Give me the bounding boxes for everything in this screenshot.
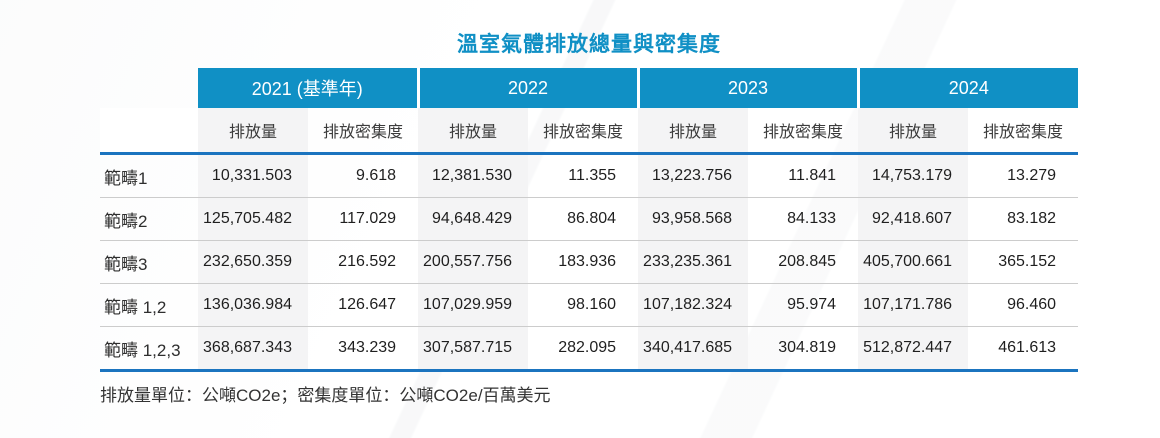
- year-header-row: 2021 (基準年) 2022 2023 2024: [100, 68, 1079, 108]
- table-row-scope3: 範疇3 232,650.359 216.592 200,557.756 183.…: [100, 240, 1079, 284]
- cell-intensity: 304.819: [748, 326, 859, 372]
- cell-emission: 10,331.503: [198, 153, 308, 198]
- cell-intensity: 96.460: [968, 283, 1079, 327]
- col-header-emission-2021: 排放量: [198, 108, 308, 155]
- col-header-emission-2024: 排放量: [858, 108, 969, 155]
- cell-intensity: 84.133: [748, 197, 859, 241]
- col-header-intensity-2023: 排放密集度: [748, 108, 859, 155]
- cell-intensity: 365.152: [968, 240, 1079, 284]
- year-header-2022: 2022: [416, 68, 639, 108]
- table-row-scope1: 範疇1 10,331.503 9.618 12,381.530 11.355 1…: [100, 153, 1079, 198]
- cell-emission: 92,418.607: [858, 197, 969, 241]
- table-row-scope1-2-3: 範疇 1,2,3 368,687.343 343.239 307,587.715…: [100, 326, 1079, 372]
- cell-intensity: 11.841: [748, 153, 859, 198]
- cell-intensity: 11.355: [528, 153, 639, 198]
- cell-emission: 368,687.343: [198, 326, 308, 372]
- row-label: 範疇2: [100, 197, 198, 241]
- subheader-row: 排放量 排放密集度 排放量 排放密集度 排放量 排放密集度 排放量 排放密集度: [100, 108, 1079, 155]
- cell-emission: 94,648.429: [418, 197, 529, 241]
- page-title: 溫室氣體排放總量與密集度: [457, 33, 721, 56]
- cell-intensity: 461.613: [968, 326, 1079, 372]
- cell-emission: 200,557.756: [418, 240, 529, 284]
- cell-emission: 107,029.959: [418, 283, 529, 327]
- cell-emission: 233,235.361: [638, 240, 749, 284]
- cell-emission: 405,700.661: [858, 240, 969, 284]
- year-header-2021: 2021 (基準年): [198, 68, 419, 108]
- cell-intensity: 117.029: [308, 197, 419, 241]
- units-footnote: 排放量單位：公噸CO2e；密集度單位：公噸CO2e/百萬美元: [100, 386, 551, 405]
- ghg-data-table: 2021 (基準年) 2022 2023 2024 排放量 排放密集度 排放量 …: [100, 68, 1079, 372]
- cell-emission: 14,753.179: [858, 153, 969, 198]
- year-header-2024: 2024: [856, 68, 1079, 108]
- cell-emission: 125,705.482: [198, 197, 308, 241]
- cell-intensity: 13.279: [968, 153, 1079, 198]
- cell-intensity: 83.182: [968, 197, 1079, 241]
- row-label: 範疇3: [100, 240, 198, 284]
- cell-emission: 107,182.324: [638, 283, 749, 327]
- col-header-emission-2022: 排放量: [418, 108, 529, 155]
- cell-emission: 340,417.685: [638, 326, 749, 372]
- cell-intensity: 9.618: [308, 153, 419, 198]
- cell-intensity: 208.845: [748, 240, 859, 284]
- cell-intensity: 95.974: [748, 283, 859, 327]
- subheader-blank-cell: [100, 108, 198, 155]
- col-header-intensity-2024: 排放密集度: [968, 108, 1079, 155]
- col-header-intensity-2022: 排放密集度: [528, 108, 639, 155]
- table-row-scope2: 範疇2 125,705.482 117.029 94,648.429 86.80…: [100, 197, 1079, 241]
- corner-blank-cell: [100, 68, 198, 108]
- row-label: 範疇 1,2: [100, 283, 198, 327]
- table-content-area: 溫室氣體排放總量與密集度 2021 (基準年) 2022 2023 2024 排…: [100, 33, 1079, 406]
- row-label: 範疇 1,2,3: [100, 326, 198, 372]
- cell-intensity: 98.160: [528, 283, 639, 327]
- cell-intensity: 86.804: [528, 197, 639, 241]
- cell-emission: 12,381.530: [418, 153, 529, 198]
- cell-emission: 13,223.756: [638, 153, 749, 198]
- year-header-2023: 2023: [636, 68, 859, 108]
- cell-emission: 93,958.568: [638, 197, 749, 241]
- cell-intensity: 282.095: [528, 326, 639, 372]
- col-header-emission-2023: 排放量: [638, 108, 749, 155]
- table-row-scope1-2: 範疇 1,2 136,036.984 126.647 107,029.959 9…: [100, 283, 1079, 327]
- cell-intensity: 126.647: [308, 283, 419, 327]
- cell-emission: 232,650.359: [198, 240, 308, 284]
- row-label: 範疇1: [100, 153, 198, 198]
- cell-emission: 107,171.786: [858, 283, 969, 327]
- cell-intensity: 343.239: [308, 326, 419, 372]
- cell-emission: 512,872.447: [858, 326, 969, 372]
- cell-intensity: 183.936: [528, 240, 639, 284]
- cell-intensity: 216.592: [308, 240, 419, 284]
- cell-emission: 136,036.984: [198, 283, 308, 327]
- col-header-intensity-2021: 排放密集度: [308, 108, 419, 155]
- cell-emission: 307,587.715: [418, 326, 529, 372]
